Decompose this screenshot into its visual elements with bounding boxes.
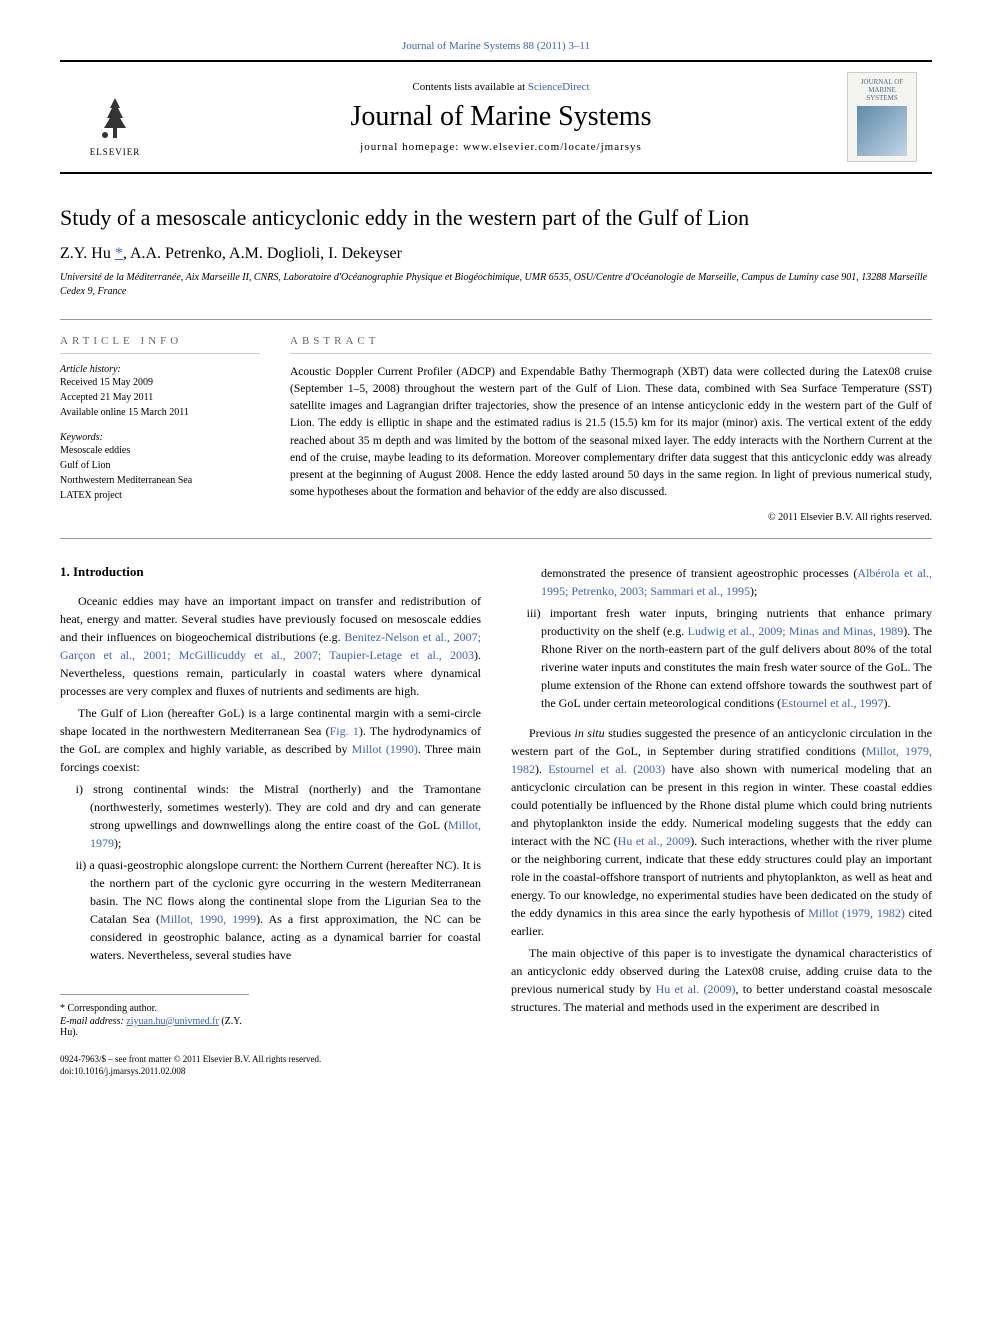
abstract-heading: ABSTRACT — [290, 335, 932, 354]
doi-line: doi:10.1016/j.jmarsys.2011.02.008 — [60, 1065, 481, 1078]
keyword-item: Northwestern Mediterranean Sea — [60, 473, 260, 488]
received-date: Received 15 May 2009 — [60, 375, 260, 390]
journal-homepage: journal homepage: www.elsevier.com/locat… — [155, 141, 847, 153]
keywords-label: Keywords: — [60, 432, 260, 443]
ref-link[interactable]: Fig. 1 — [330, 724, 359, 738]
journal-cover-thumbnail: JOURNAL OF MARINE SYSTEMS — [847, 72, 917, 162]
abstract-copyright: © 2011 Elsevier B.V. All rights reserved… — [290, 512, 932, 523]
contents-prefix: Contents lists available at — [412, 81, 527, 93]
affiliation: Université de la Méditerranée, Aix Marse… — [60, 271, 932, 299]
keyword-item: Mesoscale eddies — [60, 443, 260, 458]
contents-line: Contents lists available at ScienceDirec… — [155, 81, 847, 93]
section-1-heading: 1. Introduction — [60, 564, 481, 580]
elsevier-logo: ELSEVIER — [75, 77, 155, 157]
journal-masthead: ELSEVIER Contents lists available at Sci… — [60, 60, 932, 174]
abstract-panel: ABSTRACT Acoustic Doppler Current Profil… — [290, 335, 932, 523]
ref-link[interactable]: Millot (1990) — [352, 742, 418, 756]
masthead-center: Contents lists available at ScienceDirec… — [155, 81, 847, 153]
authors-rest: , A.A. Petrenko, A.M. Doglioli, I. Dekey… — [123, 245, 402, 262]
article-title: Study of a mesoscale anticyclonic eddy i… — [60, 204, 932, 233]
author-first: Z.Y. Hu — [60, 245, 115, 262]
paragraph-2: The Gulf of Lion (hereafter GoL) is a la… — [60, 704, 481, 776]
email-line: E-mail address: ziyuan.hu@univmed.fr (Z.… — [60, 1016, 249, 1038]
list-item-i: i) strong continental winds: the Mistral… — [60, 780, 481, 852]
body-columns: 1. Introduction Oceanic eddies may have … — [60, 564, 932, 1078]
elsevier-name: ELSEVIER — [90, 147, 141, 157]
ref-link[interactable]: Estournel et al. (2003) — [548, 762, 665, 776]
sciencedirect-link[interactable]: ScienceDirect — [528, 81, 590, 93]
cover-title-line3: SYSTEMS — [866, 94, 898, 102]
cover-image-icon — [857, 106, 907, 156]
ref-link[interactable]: Ludwig et al., 2009; Minas and Minas, 19… — [688, 624, 904, 638]
cover-title-line1: JOURNAL OF — [861, 78, 903, 86]
corr-author-label: * Corresponding author. — [60, 1003, 249, 1014]
article-meta-block: ARTICLE INFO Article history: Received 1… — [60, 319, 932, 539]
ref-link[interactable]: Millot (1979, 1982) — [808, 906, 905, 920]
email-link[interactable]: ziyuan.hu@univmed.fr — [126, 1016, 219, 1027]
left-column: 1. Introduction Oceanic eddies may have … — [60, 564, 481, 1078]
citation-link[interactable]: Journal of Marine Systems 88 (2011) 3–11 — [402, 40, 590, 52]
ref-link[interactable]: Hu et al., 2009 — [618, 834, 691, 848]
keyword-item: LATEX project — [60, 488, 260, 503]
issn-line: 0924-7963/$ – see front matter © 2011 El… — [60, 1053, 481, 1066]
ref-link[interactable]: Millot, 1990, 1999 — [160, 912, 256, 926]
ref-link[interactable]: Estournel et al., 1997 — [781, 696, 883, 710]
ref-link[interactable]: Hu et al. (2009) — [656, 982, 736, 996]
authors-line: Z.Y. Hu *, A.A. Petrenko, A.M. Doglioli,… — [60, 245, 932, 263]
accepted-date: Accepted 21 May 2011 — [60, 390, 260, 405]
paragraph-3: Previous in situ studies suggested the p… — [511, 724, 932, 940]
paragraph-1: Oceanic eddies may have an important imp… — [60, 592, 481, 700]
cover-title-line2: MARINE — [868, 86, 896, 94]
article-info-panel: ARTICLE INFO Article history: Received 1… — [60, 335, 260, 523]
email-label: E-mail address: — [60, 1016, 126, 1027]
elsevier-tree-icon — [90, 93, 140, 143]
issn-doi-footer: 0924-7963/$ – see front matter © 2011 El… — [60, 1053, 481, 1078]
article-info-heading: ARTICLE INFO — [60, 335, 260, 354]
paragraph-4: The main objective of this paper is to i… — [511, 944, 932, 1016]
corresponding-marker[interactable]: * — [115, 245, 123, 262]
corresponding-author-footer: * Corresponding author. E-mail address: … — [60, 994, 249, 1038]
keyword-item: Gulf of Lion — [60, 458, 260, 473]
page-citation-header: Journal of Marine Systems 88 (2011) 3–11 — [60, 40, 932, 52]
list-item-ii: ii) a quasi-geostrophic alongslope curre… — [60, 856, 481, 964]
list-item-iii: iii) important fresh water inputs, bring… — [511, 604, 932, 712]
list-item-ii-continued: demonstrated the presence of transient a… — [511, 564, 932, 600]
right-column: demonstrated the presence of transient a… — [511, 564, 932, 1078]
abstract-text: Acoustic Doppler Current Profiler (ADCP)… — [290, 364, 932, 502]
online-date: Available online 15 March 2011 — [60, 405, 260, 420]
journal-title: Journal of Marine Systems — [155, 101, 847, 133]
history-label: Article history: — [60, 364, 260, 375]
page-container: Journal of Marine Systems 88 (2011) 3–11… — [0, 0, 992, 1118]
